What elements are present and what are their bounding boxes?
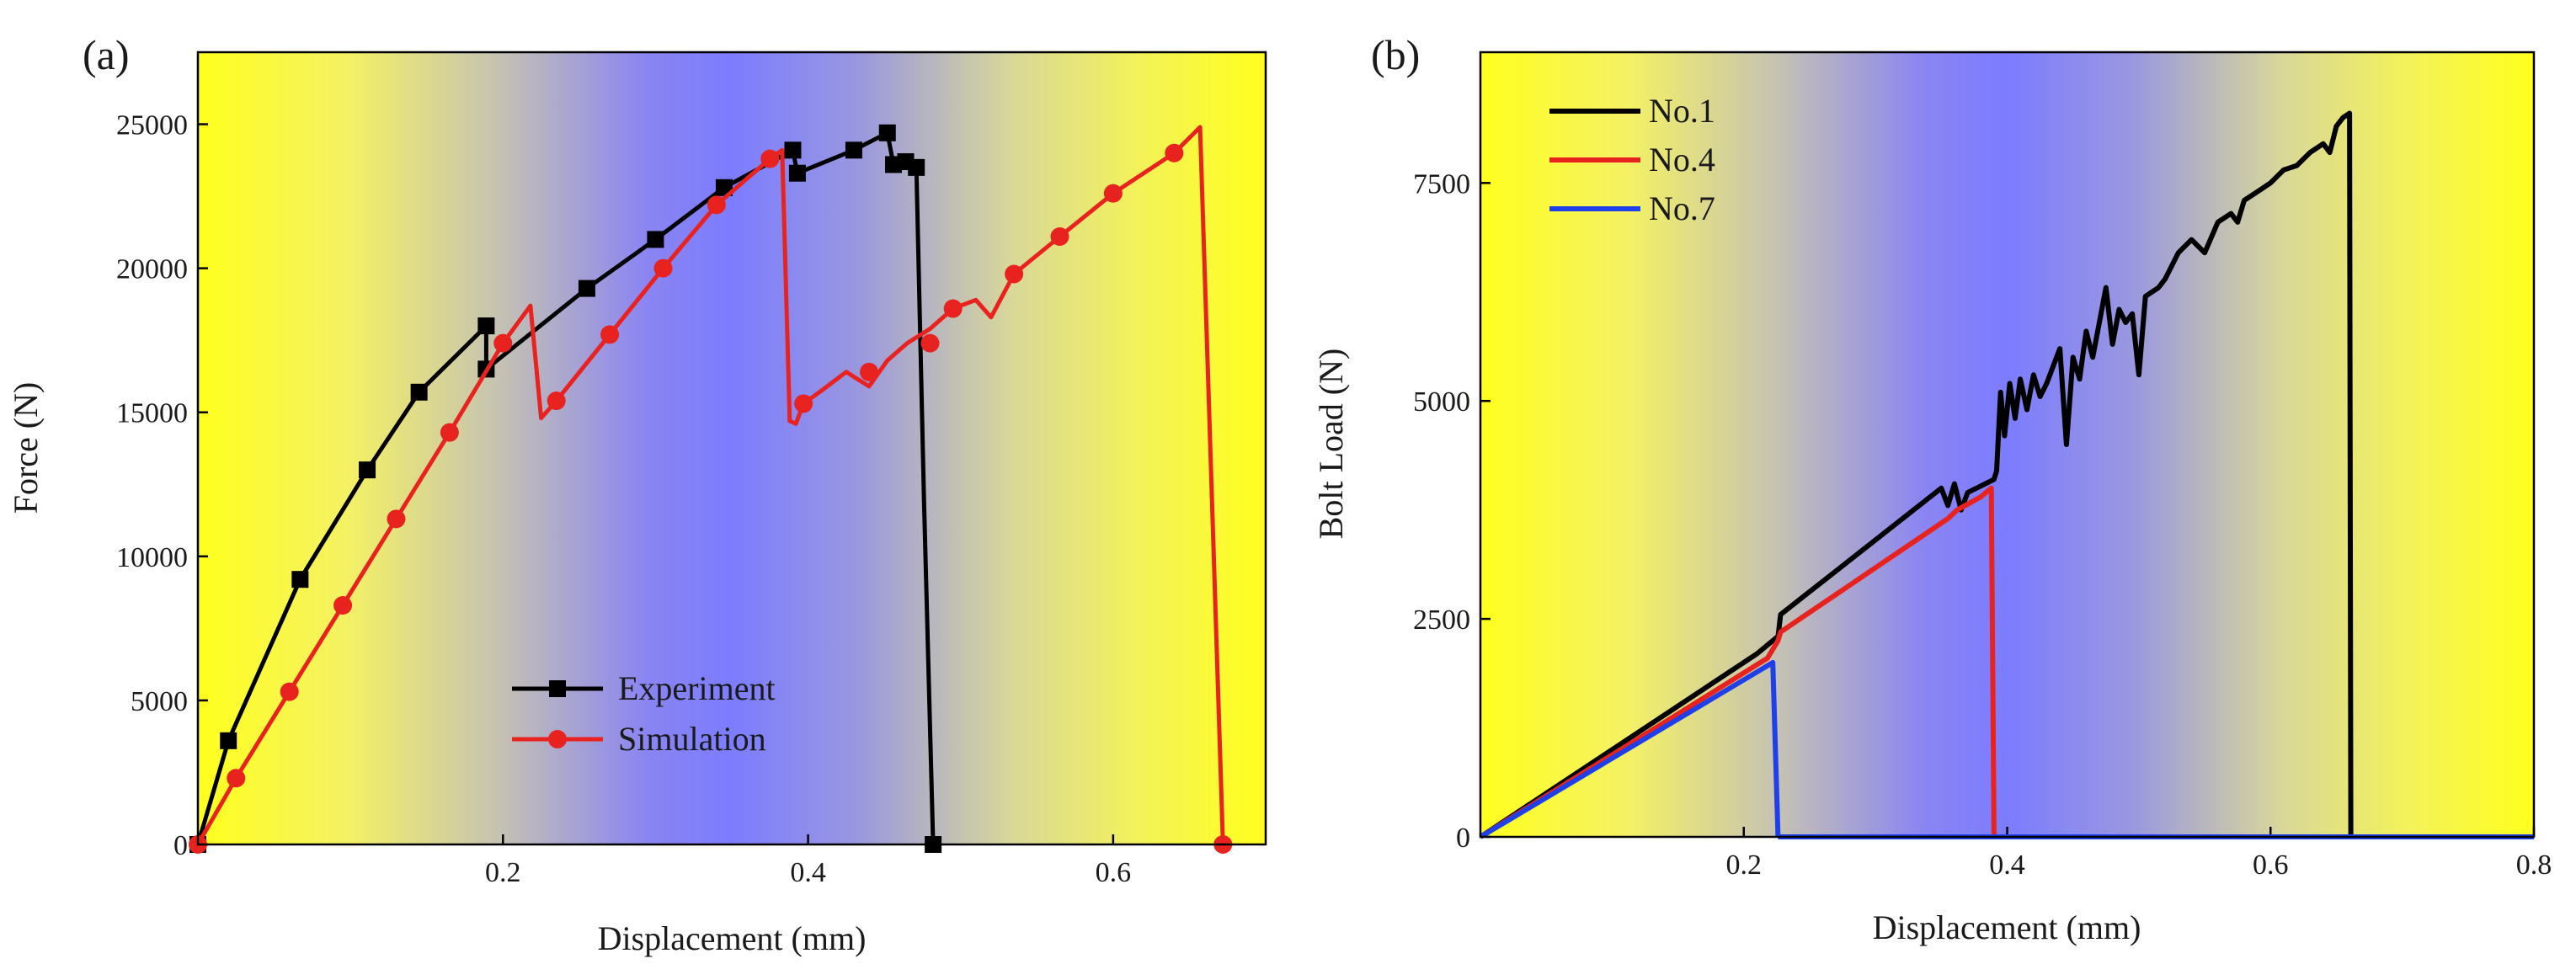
plot-frame-a [196,51,1267,846]
data-point-experiment [477,317,495,335]
series-group-a [189,124,1233,854]
x-tick-label-a-0.2: 0.2 [485,857,521,888]
x-tick-label-b-0.6: 0.6 [2253,850,2289,881]
legend-marker-simulation [548,730,567,748]
plot-area-b [1480,52,2534,837]
data-point-simulation [794,394,813,413]
data-point-simulation [760,149,780,168]
y-tick-label-b-2500: 2500 [1413,605,1470,636]
y-tick-label-b-0: 0 [1456,823,1470,854]
panel-label-b: (b) [1371,31,1420,78]
legend-label-no1: No.1 [1649,92,1715,130]
panel-label-a: (a) [83,31,130,78]
x-tick-label-b-0.4: 0.4 [1989,850,2025,881]
data-point-simulation [653,258,673,278]
data-point-simulation [493,333,513,353]
legend-b: No.1 No.4 No.7 [1549,92,1715,227]
data-point-simulation [943,299,963,318]
legend-label-no4: No.4 [1649,141,1715,178]
series-line-no-4 [1479,485,1997,839]
data-point-simulation [920,333,940,353]
data-point-simulation [280,682,299,701]
y-tick-label-a-15000: 15000 [116,398,188,429]
data-point-simulation [547,391,566,411]
legend-a: Experiment Simulation [512,669,776,758]
data-point-experiment [784,141,802,159]
panel-b: (b) 0 2500 5000 7500 0.2 0.4 0.6 0.8 Dis… [1312,31,2552,946]
y-tick-label-a-10000: 10000 [116,542,188,573]
x-tick-label-a-0.4: 0.4 [790,857,826,888]
data-point-experiment [908,158,925,176]
panel-a: (a) 0 5000 10000 15000 20000 25000 0.2 0… [7,31,1267,957]
data-point-experiment [220,732,237,749]
y-axis-title-b: Bolt Load (N) [1312,349,1350,540]
series-line-no-7 [1479,659,1781,839]
data-point-experiment [845,141,862,159]
data-point-simulation [387,509,406,529]
legend-marker-experiment [549,680,566,697]
series-line-no-1 [1479,110,2354,839]
series-line-simulation [195,125,1225,846]
y-tick-label-a-25000: 25000 [116,110,188,141]
y-tick-label-a-5000: 5000 [131,686,188,717]
x-tick-label-b-0.8: 0.8 [2516,850,2552,881]
data-point-simulation [333,595,353,615]
data-point-simulation [860,362,879,381]
data-point-simulation [600,325,620,344]
data-point-experiment [647,231,664,248]
y-tick-label-a-0: 0 [173,830,188,861]
y-axis-title-a: Force (N) [7,382,45,514]
data-point-simulation [1165,143,1184,162]
data-point-simulation [1005,264,1024,284]
data-point-experiment [359,461,376,479]
data-point-simulation [1103,184,1123,203]
data-point-simulation [440,423,459,442]
data-point-experiment [410,383,428,401]
x-axis-title-b: Displacement (mm) [1873,908,2141,946]
x-tick-label-b-0.2: 0.2 [1726,850,1763,881]
data-point-simulation [1050,226,1069,246]
legend-label-no7: No.7 [1649,189,1715,227]
y-tick-label-b-5000: 5000 [1413,386,1470,418]
data-point-experiment [788,164,806,182]
y-tick-label-a-20000: 20000 [116,254,188,285]
legend-label-experiment: Experiment [618,669,776,707]
legend-label-simulation: Simulation [618,720,766,758]
plot-frame-b [1479,51,2536,839]
y-tick-label-b-7500: 7500 [1413,168,1470,200]
data-point-experiment [291,571,309,589]
data-point-experiment [578,280,595,297]
x-tick-label-a-0.6: 0.6 [1096,857,1132,888]
data-point-experiment [715,178,733,196]
data-point-simulation [227,769,246,788]
data-point-experiment [878,124,896,141]
x-axis-title-a: Displacement (mm) [598,919,867,957]
data-point-simulation [707,195,726,215]
